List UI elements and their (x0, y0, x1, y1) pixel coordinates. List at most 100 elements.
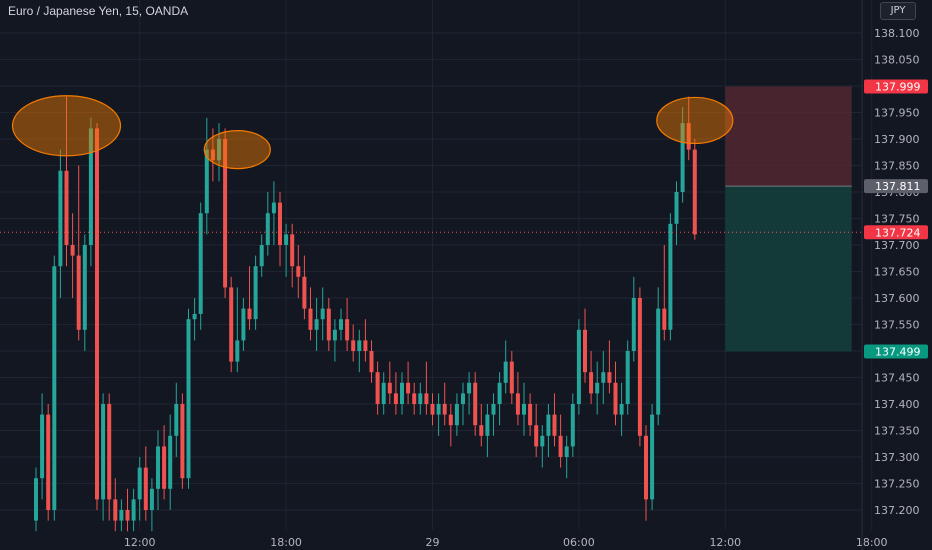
candle-body (491, 404, 496, 415)
candle-body (192, 313, 197, 320)
candle-body (406, 382, 411, 394)
take-profit-zone[interactable] (725, 186, 852, 352)
entry-price-label: 137.811 (875, 180, 921, 193)
candle-body (52, 266, 57, 510)
candle-body (156, 446, 160, 489)
candle-body (46, 414, 51, 510)
candle-body (107, 404, 112, 500)
currency-button[interactable]: JPY (880, 2, 916, 20)
candle-body (644, 435, 648, 500)
candle-body (345, 319, 350, 341)
candle-body (412, 393, 417, 404)
candle-body (400, 382, 404, 404)
candle-body (149, 488, 154, 510)
candle-body (204, 149, 209, 214)
y-tick-label: 137.950 (874, 107, 920, 120)
target-price-label: 137.499 (875, 346, 921, 359)
candle-body (40, 414, 45, 479)
highlight-ellipse[interactable] (11, 95, 122, 157)
y-tick-label: 137.650 (874, 266, 920, 279)
y-tick-label: 137.550 (874, 319, 920, 332)
candle-body (137, 467, 142, 500)
highlight-ellipse[interactable] (203, 130, 271, 170)
candle-body (198, 213, 203, 314)
candle-body (436, 404, 441, 415)
candle-body (247, 308, 252, 320)
y-tick-label: 137.850 (874, 160, 920, 173)
candle-body (363, 340, 368, 351)
candle-body (125, 510, 130, 521)
last-price-label: 137.724 (875, 226, 921, 239)
candle-body (461, 393, 465, 404)
candle-body (650, 414, 655, 500)
candle-body (558, 435, 563, 457)
candle-body (314, 319, 319, 330)
candle-body (564, 446, 569, 457)
candle-body (509, 361, 514, 394)
candle-body (235, 340, 240, 362)
candles (34, 96, 697, 532)
candle-body (613, 382, 618, 415)
candle-body (467, 382, 472, 394)
candle-body (430, 404, 435, 415)
candle-body (131, 499, 136, 521)
candle-body (320, 308, 325, 320)
candle-body (454, 404, 459, 426)
candle-body (662, 308, 667, 330)
annotation-shapes[interactable] (11, 95, 734, 170)
last-price-badge (864, 225, 928, 240)
price-axis[interactable]: 138.100138.050138.000137.950137.900137.8… (874, 27, 920, 517)
candle-body (528, 404, 533, 426)
y-tick-label: 137.300 (874, 451, 920, 464)
candle-body (229, 287, 234, 362)
y-tick-label: 137.450 (874, 372, 920, 385)
candle-body (692, 149, 697, 235)
candle-body (473, 382, 478, 426)
candle-body (357, 340, 362, 351)
candle-body (607, 372, 612, 383)
candle-body (589, 372, 594, 394)
y-tick-label: 138.100 (874, 27, 920, 40)
candle-body (223, 139, 228, 288)
candle-body (522, 404, 526, 415)
candle-body (290, 234, 295, 267)
candle-body (113, 499, 118, 521)
candle-body (448, 414, 453, 426)
chart-title: Euro / Japanese Yen, 15, OANDA (8, 4, 189, 18)
candle-body (271, 202, 276, 214)
candle-body (601, 372, 606, 383)
y-tick-label: 137.400 (874, 398, 920, 411)
candle-body (308, 308, 313, 330)
candle-body (82, 245, 87, 330)
candle-body (540, 435, 545, 447)
candle-body (680, 123, 685, 192)
y-tick-label: 137.700 (874, 239, 920, 252)
candle-body (479, 425, 484, 436)
candle-body (58, 170, 63, 267)
candle-body (186, 319, 191, 479)
y-tick-label: 137.750 (874, 213, 920, 226)
candle-body (101, 404, 106, 500)
position-zones[interactable] (725, 86, 852, 352)
y-tick-label: 137.250 (874, 478, 920, 491)
candle-body (119, 510, 124, 521)
candle-body (424, 393, 429, 404)
candle-body (339, 319, 343, 330)
candle-body (625, 351, 630, 404)
stop-loss-zone[interactable] (725, 86, 852, 187)
highlight-ellipse[interactable] (656, 96, 734, 145)
stop-price-badge (864, 79, 928, 94)
time-axis[interactable]: 12:00 18:00 29 06:00 12:00 18:00 (124, 536, 888, 549)
x-tick-label: 29 (426, 536, 440, 549)
candle-body (497, 382, 502, 404)
entry-price-badge (864, 179, 928, 194)
candle-body (174, 404, 179, 436)
stop-price-label: 137.999 (875, 81, 921, 94)
candle-body (259, 245, 264, 267)
candle-body (284, 234, 289, 245)
candle-body (143, 467, 148, 510)
candle-body (241, 308, 246, 341)
chart-grid (0, 0, 873, 530)
candle-body (76, 255, 81, 330)
